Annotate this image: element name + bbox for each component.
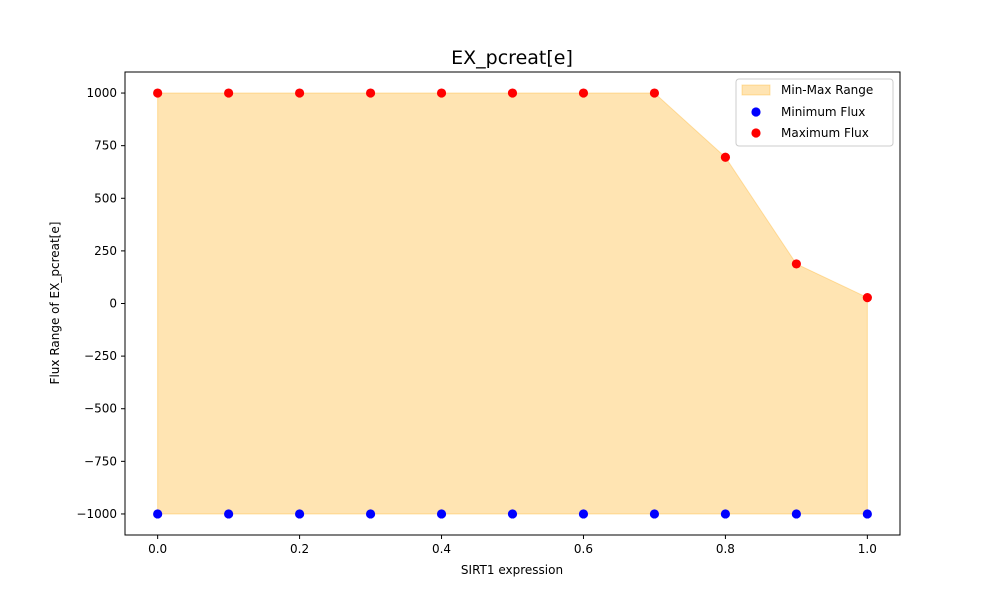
y-tick-label: −1000 bbox=[76, 507, 117, 521]
y-axis-label: Flux Range of EX_pcreat[e] bbox=[48, 222, 62, 385]
minimum-flux-point bbox=[224, 509, 234, 519]
maximum-flux-point bbox=[224, 88, 234, 98]
y-tick-label: 250 bbox=[94, 244, 117, 258]
minimum-flux-point bbox=[365, 509, 376, 519]
y-tick-label: 750 bbox=[94, 139, 117, 153]
y-tick-label: −250 bbox=[84, 349, 117, 363]
minimum-flux-point bbox=[507, 509, 518, 519]
x-axis-label: SIRT1 expression bbox=[461, 563, 563, 577]
maximum-flux-point bbox=[720, 152, 731, 162]
y-tick-label: 0 bbox=[109, 297, 117, 311]
minimum-flux-point bbox=[791, 509, 801, 519]
minimum-flux-point bbox=[153, 509, 163, 519]
y-tick-label: −500 bbox=[84, 402, 117, 416]
legend-label-range: Min-Max Range bbox=[781, 83, 873, 97]
maximum-flux-point bbox=[578, 88, 589, 98]
maximum-flux-point bbox=[153, 88, 163, 98]
minimum-flux-point bbox=[720, 509, 731, 519]
maximum-flux-point bbox=[507, 88, 518, 98]
minimum-flux-point bbox=[862, 509, 872, 519]
legend: Min-Max Range Minimum Flux Maximum Flux bbox=[735, 78, 894, 147]
x-tick-label: 1.0 bbox=[858, 542, 877, 556]
maximum-flux-point bbox=[649, 88, 660, 98]
maximum-flux-point bbox=[365, 88, 376, 98]
legend-label-minimum: Minimum Flux bbox=[781, 105, 865, 119]
legend-marker-minimum bbox=[751, 107, 761, 117]
legend-label-maximum: Maximum Flux bbox=[781, 126, 869, 140]
y-tick-label: −750 bbox=[84, 454, 117, 468]
legend-marker-maximum bbox=[751, 128, 761, 138]
y-tick-label: 500 bbox=[94, 191, 117, 205]
maximum-flux-point bbox=[862, 293, 872, 303]
minimum-flux-point bbox=[436, 509, 447, 519]
x-tick-label: 0.4 bbox=[432, 542, 451, 556]
chart-title: EX_pcreat[e] bbox=[451, 47, 573, 69]
y-tick-label: 1000 bbox=[86, 86, 117, 100]
x-tick-label: 0.8 bbox=[716, 542, 735, 556]
maximum-flux-point bbox=[791, 259, 801, 269]
x-tick-label: 0.6 bbox=[574, 542, 593, 556]
legend-frame bbox=[735, 78, 894, 147]
maximum-flux-point bbox=[436, 88, 447, 98]
minimum-flux-point bbox=[578, 509, 589, 519]
plot-area: 0.0 0.2 0.4 0.6 0.8 1.0 −1000 −750 −500 −250 0 250 5… bbox=[76, 71, 901, 556]
minimum-flux-point bbox=[649, 509, 660, 519]
minimum-flux-point bbox=[294, 509, 305, 519]
x-tick-label: 0.2 bbox=[290, 542, 309, 556]
x-tick-label: 0.0 bbox=[148, 542, 167, 556]
maximum-flux-point bbox=[294, 88, 305, 98]
legend-swatch-range bbox=[741, 84, 771, 96]
